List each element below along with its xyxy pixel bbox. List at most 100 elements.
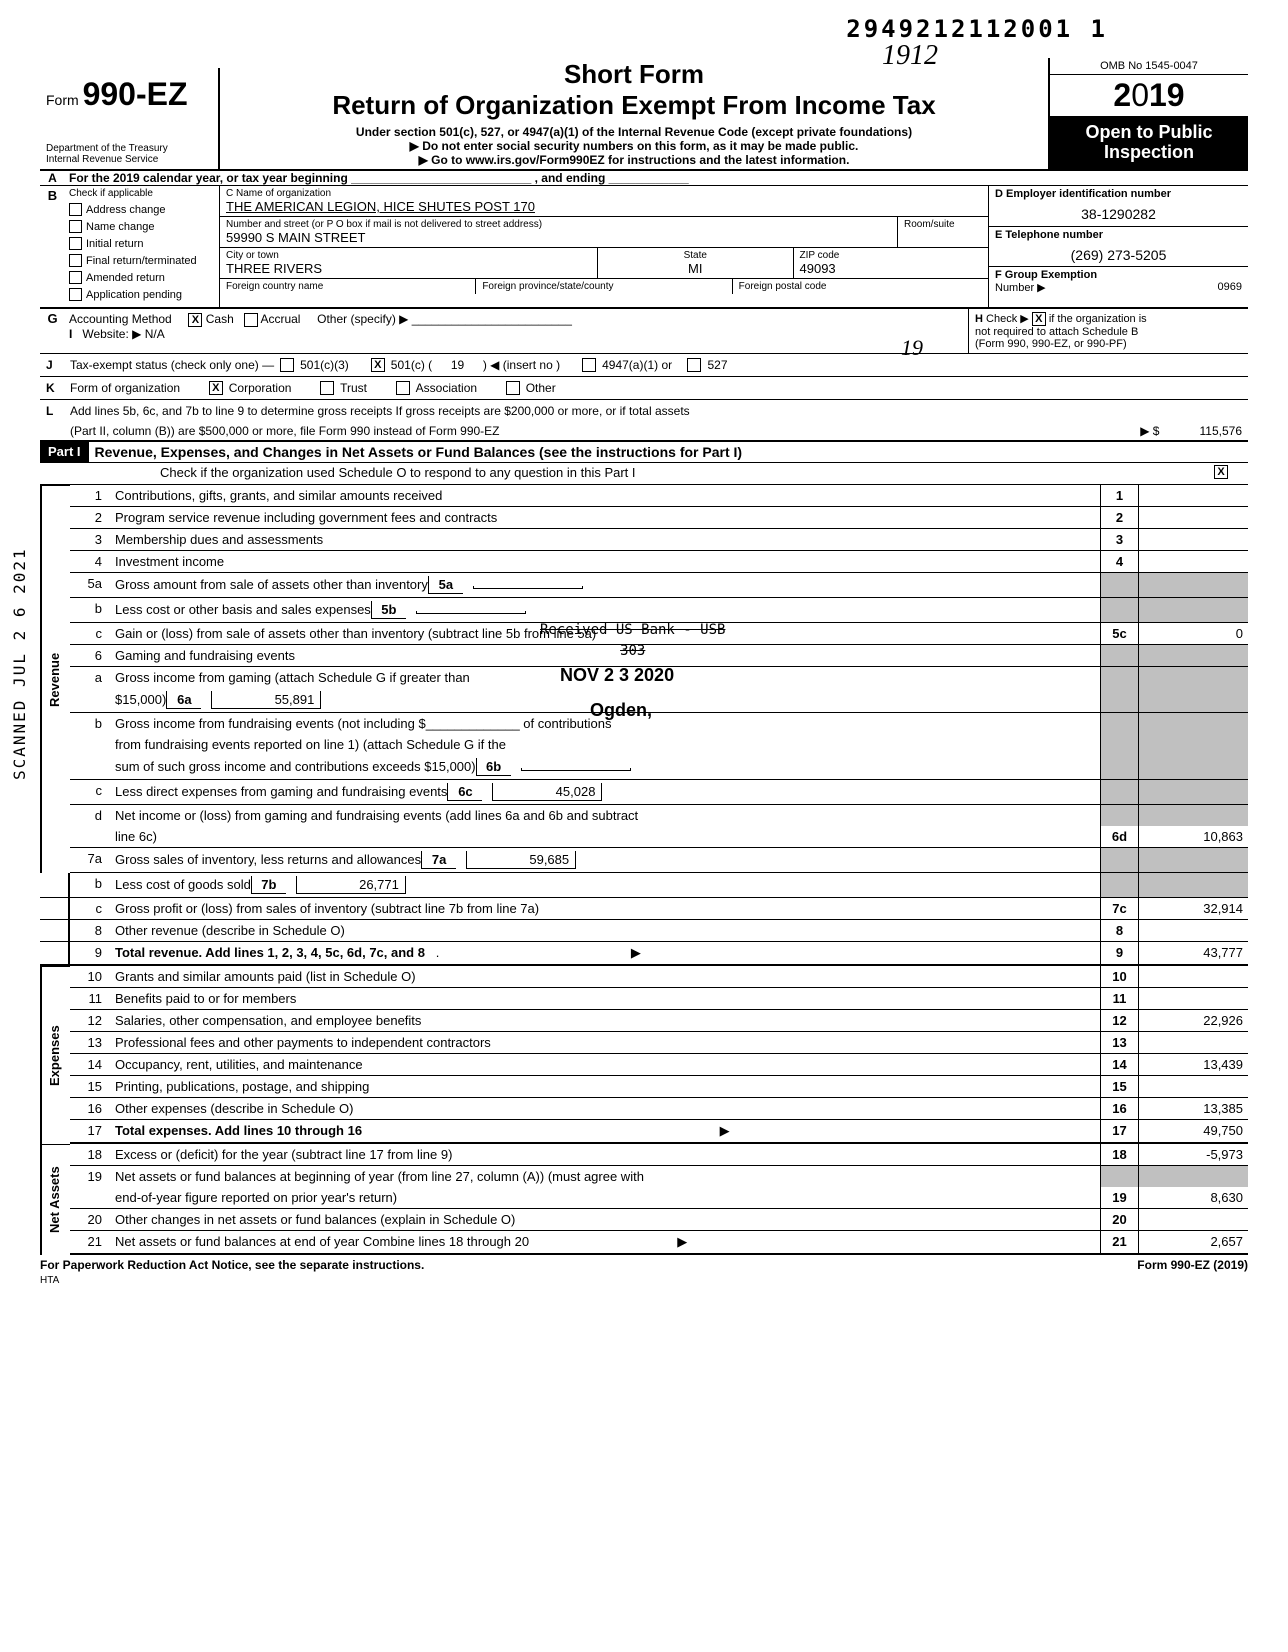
line-num: c <box>70 623 110 645</box>
line-val <box>1138 688 1248 713</box>
tax-exempt-label: Tax-exempt status (check only one) — <box>70 358 274 372</box>
gross-receipts-text2: (Part II, column (B)) are $500,000 or mo… <box>70 424 500 438</box>
ein-value: 38-1290282 <box>995 206 1242 222</box>
line-col: 5c <box>1100 623 1138 645</box>
row-a-tax-year: A For the 2019 calendar year, or tax yea… <box>40 171 1248 186</box>
checkbox-address-change[interactable] <box>69 203 82 216</box>
line-col: 7c <box>1100 898 1138 920</box>
line-desc: Contributions, gifts, grants, and simila… <box>110 485 1100 507</box>
line-val <box>1138 713 1248 734</box>
line-col <box>1100 805 1138 826</box>
line-val: 13,439 <box>1138 1054 1248 1076</box>
line-num <box>70 826 110 848</box>
checkbox-cash[interactable]: X <box>188 313 202 327</box>
line-num: 2 <box>70 507 110 529</box>
checkbox-amended[interactable] <box>69 271 82 284</box>
schedule-o-check-row: Check if the organization used Schedule … <box>40 463 1248 485</box>
line-col <box>1100 573 1138 598</box>
line-val: 0 <box>1138 623 1248 645</box>
checkbox-name-change[interactable] <box>69 220 82 233</box>
org-name: THE AMERICAN LEGION, HICE SHUTES POST 17… <box>226 199 982 214</box>
line-desc: Professional fees and other payments to … <box>110 1032 1100 1054</box>
stamp-number: 2949212112001 1 <box>846 15 1108 43</box>
line-col <box>1100 755 1138 780</box>
line-num <box>70 755 110 780</box>
line-col: 10 <box>1100 966 1138 988</box>
side-spacer <box>40 942 70 966</box>
checkbox-association[interactable] <box>396 381 410 395</box>
line-col <box>1100 688 1138 713</box>
line-val: 32,914 <box>1138 898 1248 920</box>
city-value: THREE RIVERS <box>226 261 591 276</box>
checkbox-corp[interactable]: X <box>209 381 223 395</box>
state-value: MI <box>604 261 787 276</box>
received-stamp: Received US Bank - USB303 <box>540 620 725 662</box>
checkbox-4947[interactable] <box>582 358 596 372</box>
title-subtitle-3: ▶ Go to www.irs.gov/Form990EZ for instru… <box>230 153 1038 167</box>
scanned-stamp: SCANNED JUL 2 6 2021 <box>10 547 29 780</box>
checkbox-accrual[interactable] <box>244 313 258 327</box>
line-desc: sum of such gross income and contributio… <box>110 755 1100 780</box>
checkbox-schedule-o[interactable]: X <box>1214 465 1228 479</box>
line-num: b <box>70 873 110 898</box>
tax-year: 20201919 <box>1050 75 1248 117</box>
line-num: 6 <box>70 645 110 667</box>
line-val: 2,657 <box>1138 1231 1248 1255</box>
line-num: d <box>70 805 110 826</box>
line-col <box>1100 873 1138 898</box>
line-desc: Gross sales of inventory, less returns a… <box>110 848 1100 873</box>
checkbox-501c[interactable]: X <box>371 358 385 372</box>
ogden-stamp: Ogden, <box>590 700 652 721</box>
line-num: a <box>70 667 110 688</box>
section-b-identity: B Check if applicable Address change Nam… <box>40 186 1248 309</box>
part-1-title: Revenue, Expenses, and Changes in Net As… <box>89 442 1248 462</box>
side-spacer <box>40 873 70 898</box>
line-desc: Less direct expenses from gaming and fun… <box>110 780 1100 805</box>
line-desc: Net assets or fund balances at end of ye… <box>110 1231 1100 1255</box>
line-desc: Total expenses. Add lines 10 through 16 … <box>110 1120 1100 1144</box>
line-col: 17 <box>1100 1120 1138 1144</box>
line-val <box>1138 485 1248 507</box>
line-val: 49,750 <box>1138 1120 1248 1144</box>
checkbox-h-schedule-b[interactable]: X <box>1032 312 1046 326</box>
checkbox-final-return[interactable] <box>69 254 82 267</box>
line-col: 11 <box>1100 988 1138 1010</box>
line-num: 20 <box>70 1209 110 1231</box>
line-col: 6d <box>1100 826 1138 848</box>
group-exempt-label2: Number ▶ <box>995 282 1046 294</box>
checkbox-initial-return[interactable] <box>69 237 82 250</box>
checkbox-trust[interactable] <box>320 381 334 395</box>
street-label: Number and street (or P O box if mail is… <box>226 219 891 230</box>
checkbox-app-pending[interactable] <box>69 288 82 301</box>
line-col <box>1100 713 1138 734</box>
line-col: 9 <box>1100 942 1138 966</box>
line-val <box>1138 507 1248 529</box>
line-val <box>1138 645 1248 667</box>
line-num: 3 <box>70 529 110 551</box>
line-num <box>70 1187 110 1209</box>
city-label: City or town <box>226 250 591 261</box>
checkbox-527[interactable] <box>687 358 701 372</box>
line-desc: Grants and similar amounts paid (list in… <box>110 966 1100 988</box>
line-col <box>1100 734 1138 755</box>
side-spacer <box>40 920 70 942</box>
date-stamp: NOV 2 3 2020 <box>560 665 674 686</box>
line-col: 1 <box>1100 485 1138 507</box>
street-value: 59990 S MAIN STREET <box>226 230 891 245</box>
checkbox-501c3[interactable] <box>280 358 294 372</box>
line-num: b <box>70 598 110 623</box>
line-num: 16 <box>70 1098 110 1120</box>
form-list-text: (Form 990, 990-EZ, or 990-PF) <box>975 338 1127 350</box>
other-specify-label: Other (specify) ▶ <box>317 312 408 326</box>
check-header: Check if applicable <box>69 188 215 199</box>
line-col: 12 <box>1100 1010 1138 1032</box>
title-subtitle-1: Under section 501(c), 527, or 4947(a)(1)… <box>230 125 1038 139</box>
org-name-label: C Name of organization <box>226 188 982 199</box>
checkbox-other-org[interactable] <box>506 381 520 395</box>
line-desc: Benefits paid to or for members <box>110 988 1100 1010</box>
line-val: 22,926 <box>1138 1010 1248 1032</box>
line-col: 19 <box>1100 1187 1138 1209</box>
row-j-tax-exempt: J Tax-exempt status (check only one) — 5… <box>40 354 1248 377</box>
line-val <box>1138 1209 1248 1231</box>
revenue-side-label: Revenue <box>40 485 70 873</box>
